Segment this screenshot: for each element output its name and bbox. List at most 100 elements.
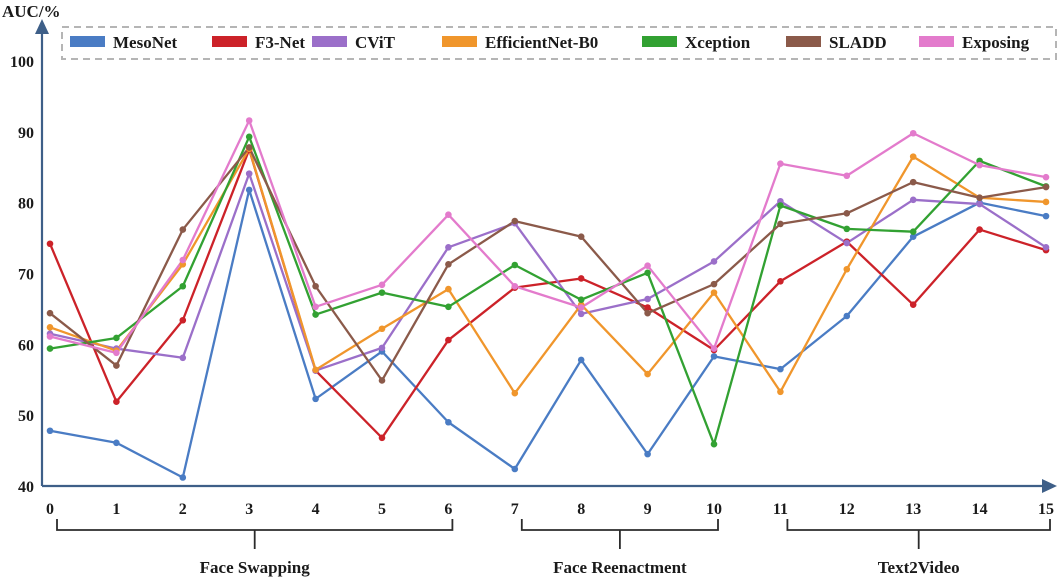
data-point — [47, 240, 54, 247]
data-point — [180, 317, 187, 324]
y-tick-label: 60 — [18, 337, 34, 354]
data-point — [644, 262, 651, 269]
group-bracket — [522, 519, 718, 549]
x-tick-label: 3 — [245, 501, 253, 518]
data-point — [910, 153, 917, 160]
data-point — [1043, 174, 1050, 181]
legend: MesoNet F3-Net CViT EfficientNet-B0 Xception… — [62, 27, 1056, 59]
group-bracket — [57, 519, 452, 549]
data-point — [312, 396, 319, 403]
legend-swatch — [786, 36, 821, 47]
data-point — [113, 362, 120, 369]
data-point — [512, 390, 519, 397]
data-point — [844, 226, 851, 233]
x-tick-label: 7 — [511, 501, 519, 518]
x-tick-label: 14 — [972, 501, 988, 518]
data-point — [180, 474, 187, 481]
data-point — [711, 441, 718, 448]
data-point — [644, 310, 651, 317]
data-point — [512, 466, 519, 473]
data-point — [312, 367, 319, 374]
x-tick-label: 8 — [577, 501, 585, 518]
x-tick-label: 2 — [179, 501, 187, 518]
legend-swatch — [642, 36, 677, 47]
data-point — [180, 257, 187, 264]
data-point — [379, 325, 386, 332]
y-tick-label: 50 — [18, 408, 34, 425]
data-point — [312, 283, 319, 290]
series-line — [50, 149, 1046, 393]
data-point — [379, 345, 386, 352]
data-point — [312, 303, 319, 310]
series-line — [50, 150, 1046, 438]
data-point — [711, 289, 718, 296]
data-point — [47, 324, 54, 331]
data-point — [578, 233, 585, 240]
data-point — [578, 296, 585, 303]
data-point — [1043, 213, 1050, 220]
data-point — [711, 281, 718, 288]
x-tick-label: 5 — [378, 501, 386, 518]
data-point — [1043, 184, 1050, 191]
data-point — [777, 278, 784, 285]
data-point — [47, 310, 54, 317]
y-tick-label: 80 — [18, 196, 34, 213]
series-line — [50, 174, 1046, 371]
group-label: Face Reenactment — [553, 558, 687, 577]
data-point — [644, 269, 651, 276]
data-point — [976, 162, 983, 169]
data-point — [246, 187, 253, 194]
y-axis-arrow — [35, 19, 49, 34]
data-point — [246, 117, 253, 124]
x-tick-label: 9 — [644, 501, 652, 518]
data-point — [113, 350, 120, 357]
legend-label: CViT — [355, 33, 396, 52]
data-point — [578, 304, 585, 311]
data-point — [644, 451, 651, 458]
data-point — [512, 283, 519, 290]
data-point — [113, 398, 120, 405]
series-line — [50, 147, 1046, 380]
data-point — [512, 262, 519, 269]
data-point — [379, 377, 386, 384]
data-point — [777, 366, 784, 373]
data-point — [1043, 199, 1050, 206]
group-label: Face Swapping — [200, 558, 311, 577]
data-point — [445, 337, 452, 344]
data-point — [246, 133, 253, 140]
data-point — [578, 311, 585, 318]
x-tick-label: 13 — [905, 501, 921, 518]
series-points — [47, 117, 1050, 481]
legend-label: Exposing — [962, 33, 1030, 52]
data-point — [47, 345, 54, 352]
data-point — [512, 218, 519, 225]
data-point — [844, 313, 851, 320]
data-point — [180, 226, 187, 233]
data-point — [379, 289, 386, 296]
data-point — [445, 303, 452, 310]
y-tick-label: 40 — [18, 479, 34, 496]
data-point — [379, 435, 386, 442]
x-tick-label: 12 — [839, 501, 855, 518]
data-point — [644, 296, 651, 303]
x-tick-label: 11 — [773, 501, 788, 518]
data-point — [113, 439, 120, 446]
data-point — [246, 170, 253, 177]
data-point — [910, 179, 917, 186]
y-axis-title: AUC/% — [2, 2, 61, 21]
data-point — [644, 371, 651, 378]
x-tick-label: 4 — [312, 501, 320, 518]
data-point — [910, 301, 917, 308]
data-point — [445, 211, 452, 218]
data-point — [47, 427, 54, 434]
x-tick-label: 1 — [112, 501, 120, 518]
data-point — [113, 335, 120, 342]
data-point — [180, 354, 187, 361]
x-tick-label: 15 — [1038, 501, 1054, 518]
data-point — [644, 304, 651, 311]
data-point — [844, 266, 851, 273]
x-tick-label: 10 — [706, 501, 722, 518]
data-point — [777, 221, 784, 228]
legend-swatch — [442, 36, 477, 47]
